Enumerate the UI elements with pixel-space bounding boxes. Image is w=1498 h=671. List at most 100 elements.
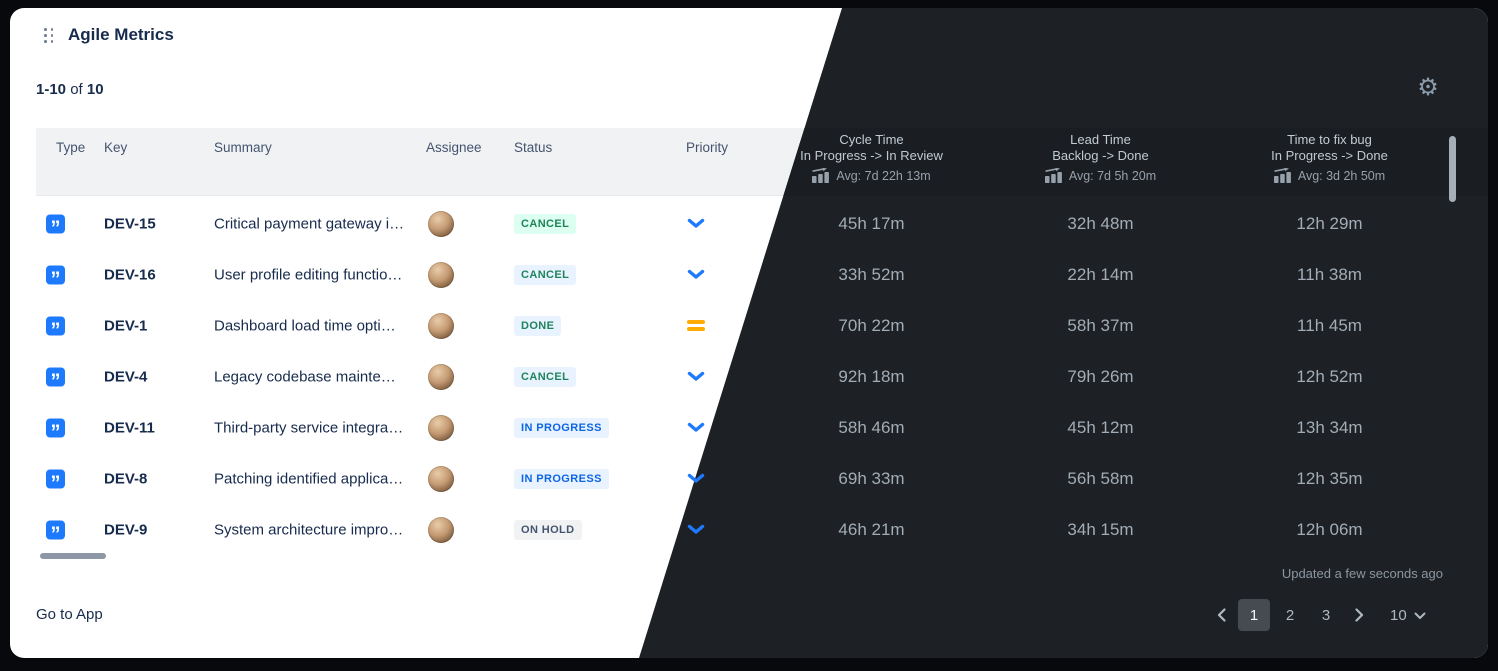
status-cell: IN PROGRESS <box>514 468 609 489</box>
assignee-avatar <box>428 363 454 390</box>
cycle-time-value: 58h 46m <box>838 417 905 437</box>
column-header-time-to-fix-bug: Time to fix bug In Progress -> Done Avg:… <box>1215 132 1444 183</box>
table-row[interactable]: ” DEV-11 Third-party service integra… IN… <box>10 402 1488 453</box>
assignee-avatar <box>428 516 454 543</box>
metric-subtitle: In Progress -> In Review <box>800 148 943 163</box>
lead-time-value: 45h 12m <box>1067 417 1134 437</box>
issue-type-icon: ” <box>46 367 65 386</box>
table-row[interactable]: ” DEV-4 Legacy codebase mainte… CANCEL 9… <box>10 351 1488 402</box>
priority-icon <box>686 469 706 489</box>
page-title: Agile Metrics <box>68 25 174 44</box>
fix-time-value: 12h 52m <box>1296 366 1363 386</box>
column-header-summary: Summary <box>214 140 272 155</box>
lead-time-value: 22h 14m <box>1067 264 1134 284</box>
column-header-assignee: Assignee <box>426 140 482 155</box>
page-size-select[interactable]: 10 <box>1390 607 1426 624</box>
issue-key[interactable]: DEV-8 <box>104 470 148 487</box>
table-row[interactable]: ” DEV-15 Critical payment gateway i… CAN… <box>10 198 1488 249</box>
issue-type-icon: ” <box>46 469 65 488</box>
issue-key[interactable]: DEV-4 <box>104 368 148 385</box>
fix-time-value: 12h 29m <box>1296 213 1363 233</box>
assignee-avatar <box>428 465 454 492</box>
status-cell: CANCEL <box>514 213 577 234</box>
count-range: 1-10 <box>36 81 67 98</box>
issue-type-icon: ” <box>46 418 65 437</box>
issue-summary: Third-party service integra… <box>214 419 404 436</box>
cycle-time-value: 69h 33m <box>838 468 905 488</box>
fix-time-value: 11h 38m <box>1297 264 1362 284</box>
pagination: 1 2 3 10 <box>1208 598 1426 632</box>
issue-summary: System architecture impro… <box>214 521 404 538</box>
chevron-right-icon[interactable] <box>1346 600 1372 630</box>
lead-time-value: 34h 15m <box>1067 519 1134 539</box>
priority-icon <box>686 367 706 387</box>
table-row[interactable]: ” DEV-9 System architecture impro… ON HO… <box>10 504 1488 555</box>
metric-title: Time to fix bug <box>1287 132 1372 147</box>
last-updated-text: Updated a few seconds ago <box>1281 566 1443 581</box>
cycle-time-value: 46h 21m <box>838 519 905 539</box>
lead-time-value: 56h 58m <box>1067 468 1134 488</box>
page-button-1[interactable]: 1 <box>1238 599 1270 631</box>
page-size-value: 10 <box>1390 606 1407 624</box>
chevron-left-icon[interactable] <box>1208 600 1234 630</box>
assignee-avatar <box>428 261 454 288</box>
drag-handle-icon[interactable] <box>44 28 55 44</box>
status-badge: CANCEL <box>514 264 577 285</box>
lead-time-value: 79h 26m <box>1067 366 1134 386</box>
agile-metrics-gadget: Agile Metrics 1-10 of 10 ⚙ Type Key Summ… <box>10 8 1488 658</box>
issue-key[interactable]: DEV-1 <box>104 317 148 334</box>
metric-average: Avg: 7d 5h 20m <box>1068 168 1157 183</box>
bar-chart-trend-icon <box>812 168 830 183</box>
status-cell: CANCEL <box>514 366 577 387</box>
status-badge: IN PROGRESS <box>514 417 609 438</box>
issue-type-cell: ” <box>46 418 65 437</box>
lead-time-value: 58h 37m <box>1067 315 1134 335</box>
metric-title: Lead Time <box>1070 132 1131 147</box>
issue-type-icon: ” <box>46 520 65 539</box>
fix-time-value: 11h 45m <box>1297 315 1362 335</box>
issue-key[interactable]: DEV-15 <box>104 215 156 232</box>
table-row[interactable]: ” DEV-16 User profile editing functio… C… <box>10 249 1488 300</box>
cycle-time-value: 70h 22m <box>838 315 905 335</box>
lead-time-value: 32h 48m <box>1067 213 1134 233</box>
page-button-3[interactable]: 3 <box>1321 606 1331 624</box>
fix-time-value: 13h 34m <box>1296 417 1363 437</box>
status-cell: CANCEL <box>514 264 577 285</box>
metric-subtitle: In Progress -> Done <box>1271 148 1388 163</box>
status-badge: ON HOLD <box>514 519 582 540</box>
table-row[interactable]: ” DEV-8 Patching identified applica… IN … <box>10 453 1488 504</box>
issue-type-cell: ” <box>46 265 65 284</box>
vertical-scrollbar-thumb[interactable] <box>1449 136 1456 202</box>
issue-key[interactable]: DEV-11 <box>104 419 155 436</box>
bar-chart-trend-icon <box>1273 168 1292 183</box>
issue-type-cell: ” <box>46 469 65 488</box>
go-to-app-link[interactable]: Go to App <box>36 606 103 623</box>
priority-icon <box>686 520 706 540</box>
horizontal-scrollbar-thumb[interactable] <box>40 553 106 559</box>
issue-type-icon: ” <box>46 214 65 233</box>
issue-key[interactable]: DEV-16 <box>104 266 156 283</box>
priority-icon <box>686 214 706 234</box>
issue-summary: Dashboard load time opti… <box>214 317 396 334</box>
table-row[interactable]: ” DEV-1 Dashboard load time opti… DONE 7… <box>10 300 1488 351</box>
column-header-cycle-time: Cycle Time In Progress -> In Review Avg:… <box>757 132 986 183</box>
cycle-time-value: 33h 52m <box>838 264 905 284</box>
count-total: 10 <box>86 81 104 98</box>
issue-type-cell: ” <box>46 520 65 539</box>
fix-time-value: 12h 35m <box>1296 468 1363 488</box>
column-header-lead-time: Lead Time Backlog -> Done Avg: 7d 5h 20m <box>986 132 1215 183</box>
metric-title: Cycle Time <box>839 132 904 147</box>
issue-key[interactable]: DEV-9 <box>104 521 148 538</box>
issue-summary: Patching identified applica… <box>214 470 404 487</box>
table-body: ” DEV-15 Critical payment gateway i… CAN… <box>10 198 1488 555</box>
status-cell: ON HOLD <box>514 519 582 540</box>
cycle-time-value: 92h 18m <box>838 366 905 386</box>
page-button-2[interactable]: 2 <box>1285 606 1295 624</box>
assignee-avatar <box>428 414 454 441</box>
gear-icon[interactable]: ⚙ <box>1417 74 1439 101</box>
priority-icon <box>686 316 706 336</box>
result-count: 1-10 of 10 <box>36 81 104 98</box>
fix-time-value: 12h 06m <box>1296 519 1363 539</box>
chevron-down-icon <box>1414 607 1426 624</box>
